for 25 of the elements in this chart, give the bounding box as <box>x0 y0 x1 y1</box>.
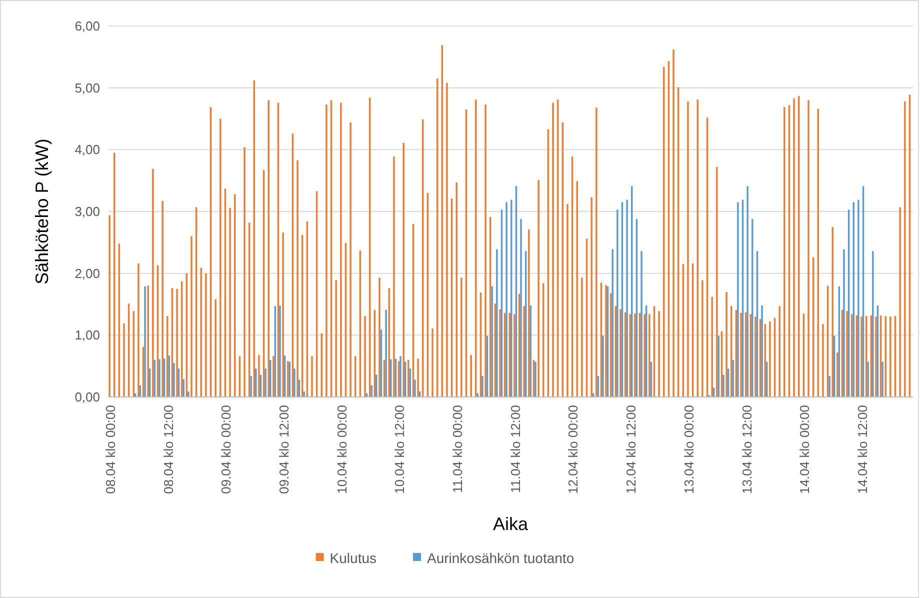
x-tick-label: 08.04 klo 00:00 <box>102 405 118 494</box>
x-tick-label: 09.04 klo 00:00 <box>218 405 234 494</box>
y-tick-label: 3,00 <box>74 204 100 220</box>
y-tick-label: 2,00 <box>74 266 100 281</box>
x-axis-title: Aika <box>492 514 529 534</box>
x-tick-label: 14.04 klo 00:00 <box>797 405 812 494</box>
y-tick-label: 4,00 <box>74 142 100 158</box>
x-tick-label: 10.04 klo 12:00 <box>392 405 408 494</box>
x-tick-label: 09.04 klo 12:00 <box>276 405 292 494</box>
x-tick-label: 14.04 klo 12:00 <box>854 405 870 494</box>
x-tick-label: 13.04 klo 12:00 <box>739 405 754 494</box>
y-tick-label: 1,00 <box>74 328 100 343</box>
x-tick-label: 12.04 klo 12:00 <box>624 405 639 494</box>
x-tick-label: 11.04 klo 12:00 <box>508 405 523 493</box>
x-tick-label: 12.04 klo 00:00 <box>566 405 581 494</box>
y-tick-label: 0,00 <box>74 390 100 405</box>
x-tick-label: 08.04 klo 12:00 <box>160 405 176 494</box>
x-tick-label: 11.04 klo 00:00 <box>450 405 466 493</box>
y-tick-label: 6,00 <box>74 18 100 34</box>
legend-label: Kulutus <box>330 550 377 566</box>
x-tick-label: 10.04 klo 00:00 <box>334 405 350 494</box>
x-tick-label: 13.04 klo 00:00 <box>681 405 696 494</box>
y-axis-title: Sähköteho P (kW) <box>32 138 52 284</box>
legend-label: Aurinkosähkön tuotanto <box>427 550 574 566</box>
y-tick-label: 5,00 <box>74 80 100 96</box>
